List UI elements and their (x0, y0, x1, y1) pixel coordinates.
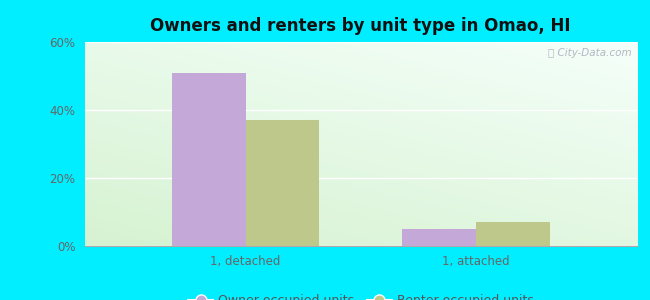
Bar (476, 222, 549, 246)
Bar (172, 73, 246, 246)
Title: Owners and renters by unit type in Omao, HI: Owners and renters by unit type in Omao,… (151, 17, 571, 35)
Bar (246, 120, 319, 246)
Bar (402, 229, 476, 246)
Legend: Owner occupied units, Renter occupied units: Owner occupied units, Renter occupied un… (183, 289, 538, 300)
Text: ⓘ City-Data.com: ⓘ City-Data.com (548, 48, 632, 58)
